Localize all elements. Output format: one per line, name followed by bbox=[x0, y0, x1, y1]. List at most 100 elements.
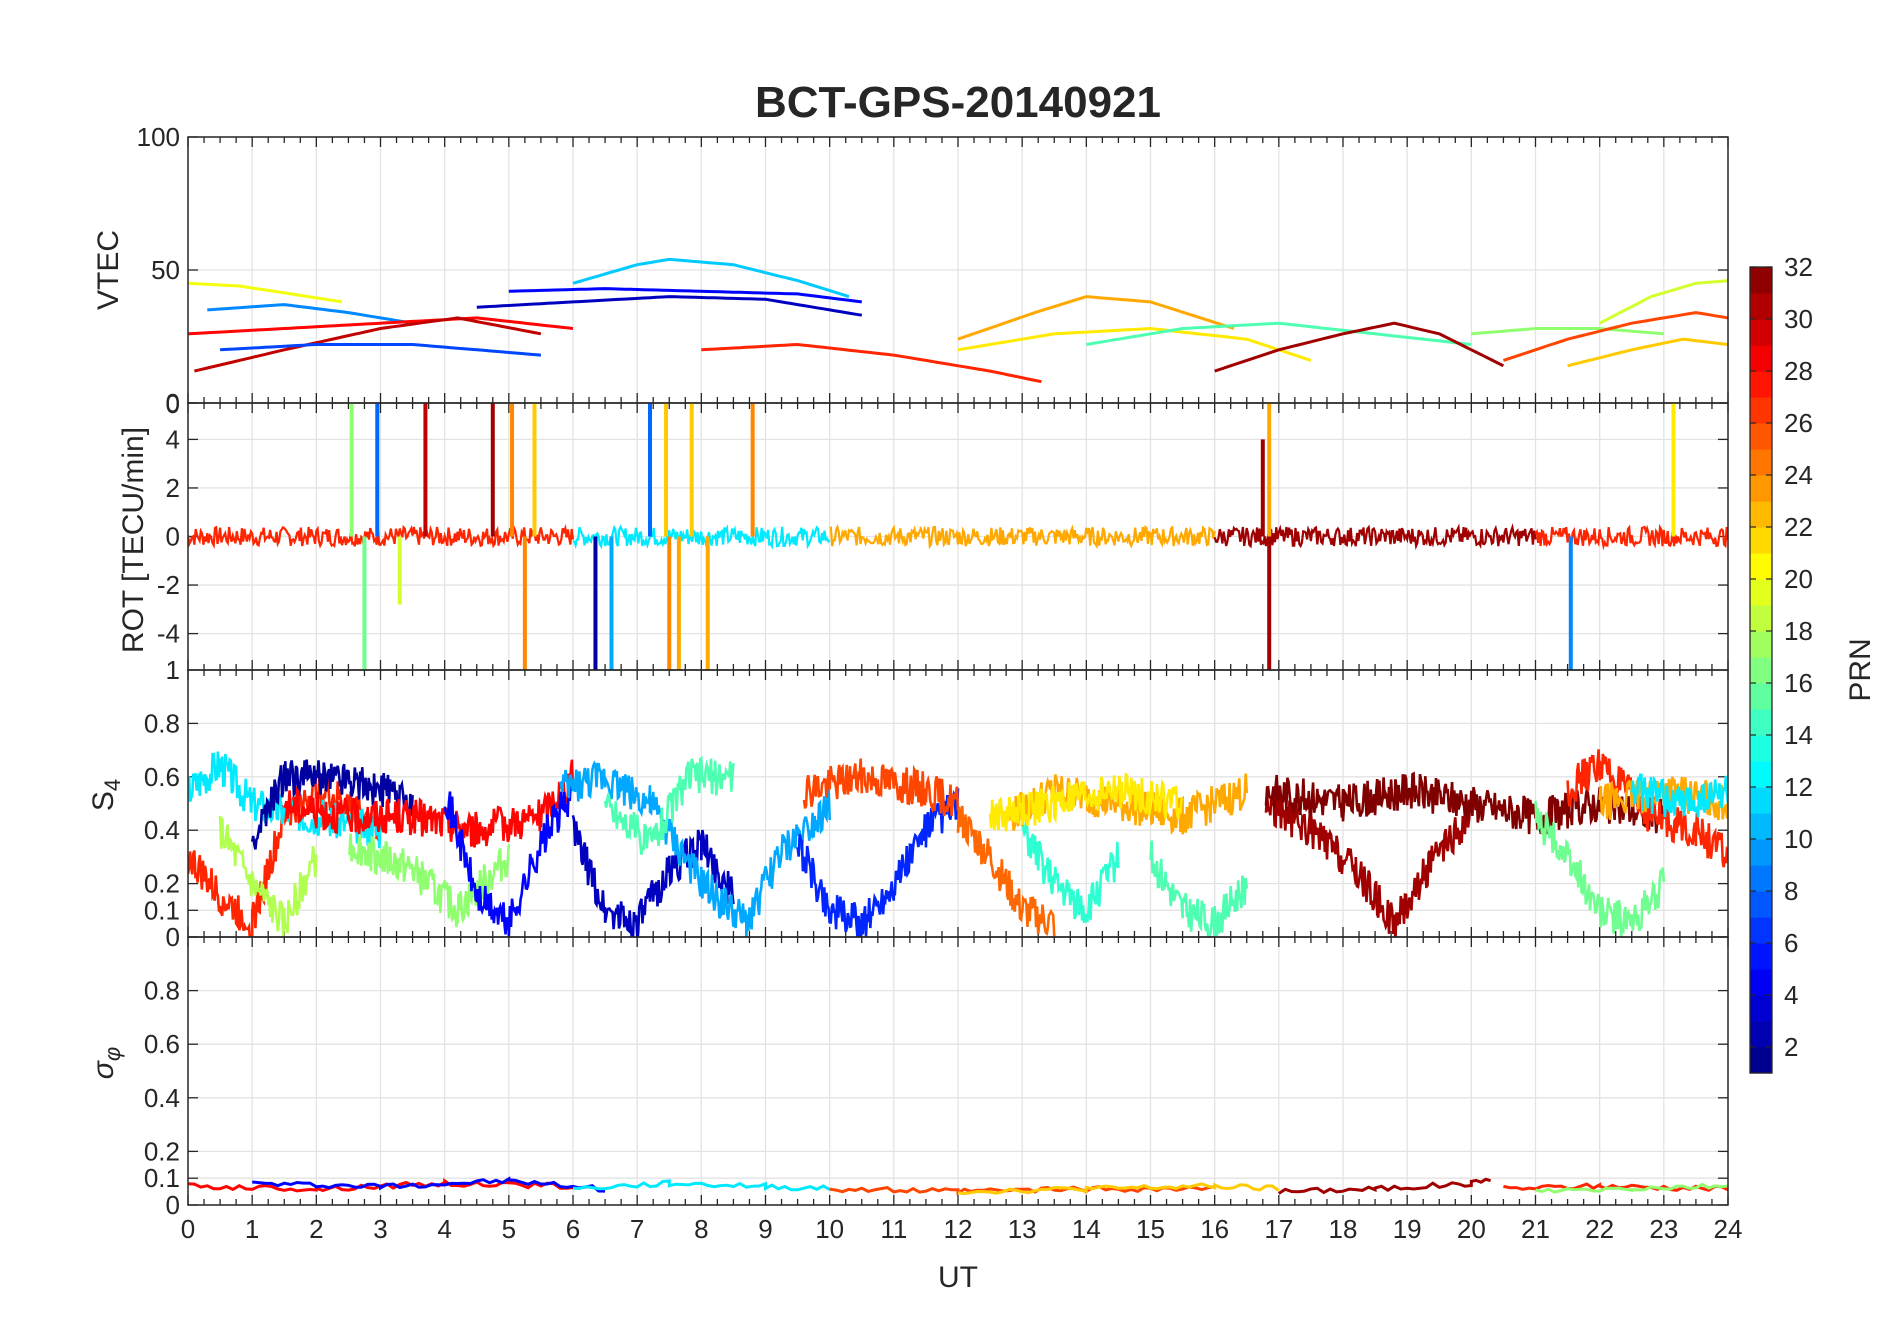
series-line-prn-27 bbox=[1566, 749, 1728, 868]
x-tick-label: 2 bbox=[309, 1214, 323, 1244]
y-tick-label: 2 bbox=[166, 473, 180, 503]
rot-baseline bbox=[572, 524, 831, 550]
series-line-prn-22 bbox=[957, 1182, 1280, 1196]
colorbar-segment bbox=[1750, 709, 1772, 736]
series-line-prn-31 bbox=[1214, 321, 1505, 373]
x-tick-label: 17 bbox=[1264, 1214, 1293, 1244]
colorbar-tick-label: 24 bbox=[1784, 460, 1813, 490]
series-line-prn-14 bbox=[1020, 814, 1120, 924]
rot-baseline bbox=[1534, 523, 1728, 551]
series-line-prn-28 bbox=[188, 316, 574, 336]
rot-edge-label-bottom: 1 bbox=[166, 655, 180, 685]
chart-title: BCT-GPS-20140921 bbox=[755, 78, 1161, 127]
x-tick-label: 22 bbox=[1585, 1214, 1614, 1244]
series-line-prn-32 bbox=[1264, 771, 1665, 835]
series-line-prn-12 bbox=[1630, 773, 1728, 818]
colorbar-segment bbox=[1750, 267, 1772, 294]
x-tick-label: 9 bbox=[758, 1214, 772, 1244]
s4-axis-label: S4 bbox=[87, 779, 125, 811]
series-line-prn-23 bbox=[957, 295, 1235, 341]
x-tick-label: 7 bbox=[630, 1214, 644, 1244]
colorbar-tick-label: 2 bbox=[1784, 1032, 1798, 1062]
y-tick-label: -4 bbox=[157, 619, 180, 649]
colorbar-segment bbox=[1750, 605, 1772, 632]
series-line-prn-7 bbox=[220, 343, 542, 357]
colorbar-segment bbox=[1750, 1047, 1772, 1074]
y-tick-label: 0 bbox=[166, 1190, 180, 1220]
colorbar-segment bbox=[1750, 761, 1772, 788]
x-tick-label: 0 bbox=[181, 1214, 195, 1244]
series-line-prn-20 bbox=[188, 281, 343, 304]
series-line-prn-25 bbox=[956, 805, 1056, 937]
y-tick-label: 0 bbox=[166, 388, 180, 418]
series-line-prn-26 bbox=[802, 758, 960, 817]
x-tick-label: 23 bbox=[1649, 1214, 1678, 1244]
series-line-prn-5 bbox=[443, 776, 575, 937]
colorbar-segment bbox=[1750, 319, 1772, 346]
y-tick-label: 0.1 bbox=[144, 1163, 180, 1193]
colorbar-tick-label: 8 bbox=[1784, 876, 1798, 906]
y-tick-label: 100 bbox=[137, 122, 180, 152]
series-line-prn-21 bbox=[957, 326, 1312, 362]
colorbar-segment bbox=[1750, 839, 1772, 866]
plot-area bbox=[188, 257, 1728, 384]
colorbar-segment bbox=[1750, 865, 1772, 892]
plot-area bbox=[188, 1176, 1728, 1196]
series-line-prn-11 bbox=[572, 257, 850, 299]
x-tick-label: 3 bbox=[373, 1214, 387, 1244]
x-tick-label: 4 bbox=[437, 1214, 451, 1244]
colorbar-segment bbox=[1750, 813, 1772, 840]
colorbar-tick-label: 30 bbox=[1784, 304, 1813, 334]
series-line-prn-26 bbox=[1502, 311, 1728, 362]
colorbar-tick-label: 32 bbox=[1784, 252, 1813, 282]
y-tick-label: -2 bbox=[157, 570, 180, 600]
series-line-prn-17 bbox=[1471, 327, 1664, 336]
colorbar-label: PRN bbox=[1844, 638, 1877, 701]
y-tick-label: 0.6 bbox=[144, 1029, 180, 1059]
series-line-prn-15 bbox=[1086, 321, 1472, 346]
x-tick-label: 5 bbox=[502, 1214, 516, 1244]
series-line-prn-3 bbox=[476, 295, 863, 317]
x-tick-label: 19 bbox=[1393, 1214, 1422, 1244]
colorbar-segment bbox=[1750, 423, 1772, 450]
colorbar-segment bbox=[1750, 657, 1772, 684]
series-line-prn-18 bbox=[218, 815, 318, 937]
x-tick-label: 16 bbox=[1200, 1214, 1229, 1244]
colorbar-segment bbox=[1750, 501, 1772, 528]
series-line-prn-16 bbox=[1534, 800, 1666, 937]
series-line-prn-3 bbox=[571, 815, 735, 937]
colorbar-segment bbox=[1750, 397, 1772, 424]
colorbar-segment bbox=[1750, 787, 1772, 814]
y-tick-label: 0.8 bbox=[144, 976, 180, 1006]
colorbar-tick-label: 16 bbox=[1784, 668, 1813, 698]
y-tick-label: 0.6 bbox=[144, 762, 180, 792]
colorbar-tick-label: 12 bbox=[1784, 772, 1813, 802]
colorbar-segment bbox=[1750, 345, 1772, 372]
x-tick-label: 21 bbox=[1521, 1214, 1550, 1244]
series-line-prn-2 bbox=[250, 759, 414, 850]
colorbar-tick-label: 6 bbox=[1784, 928, 1798, 958]
series-line-prn-9 bbox=[207, 303, 413, 325]
series-line-prn-31 bbox=[1264, 793, 1473, 937]
x-tick-label: 14 bbox=[1072, 1214, 1101, 1244]
colorbar-segment bbox=[1750, 1021, 1772, 1048]
x-tick-label: 10 bbox=[815, 1214, 844, 1244]
series-line-prn-5 bbox=[508, 287, 862, 304]
series-line-prn-28 bbox=[283, 759, 575, 848]
sigma-phi-axis-label: σφ bbox=[87, 1047, 125, 1079]
series-line-prn-10 bbox=[558, 760, 831, 937]
colorbar-tick-label: 10 bbox=[1784, 824, 1813, 854]
colorbar-tick-label: 20 bbox=[1784, 564, 1813, 594]
colorbar-segment bbox=[1750, 527, 1772, 554]
rot-panel: 4 2 0 -2 -4 0 1 bbox=[157, 389, 1729, 685]
series-line-prn-6 bbox=[796, 788, 960, 937]
x-tick-label: 20 bbox=[1457, 1214, 1486, 1244]
y-tick-label: 0.2 bbox=[144, 869, 180, 899]
colorbar-tick-label: 18 bbox=[1784, 616, 1813, 646]
plot-area bbox=[188, 749, 1728, 937]
colorbar-segment bbox=[1750, 917, 1772, 944]
series-line-prn-15 bbox=[603, 755, 735, 855]
colorbar-segment bbox=[1750, 449, 1772, 476]
colorbar-segment bbox=[1750, 995, 1772, 1022]
